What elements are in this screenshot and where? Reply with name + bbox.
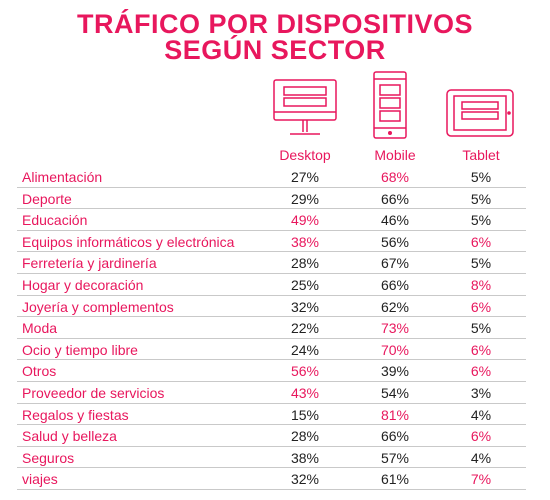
mobile-value: 62% <box>380 298 410 315</box>
sector-label: Deporte <box>22 190 72 207</box>
table-row: Salud y belleza 28% 66% 6% <box>17 425 526 447</box>
sector-label: Proveedor de servicios <box>22 384 165 401</box>
tablet-value: 7% <box>470 471 492 488</box>
table-row: viajes 32% 61% 7% <box>17 468 526 490</box>
sector-label: Seguros <box>22 449 75 466</box>
tablet-value: 6% <box>470 363 492 380</box>
tablet-icon <box>446 89 514 137</box>
column-header-mobile: Mobile <box>374 147 416 163</box>
tablet-value: 4% <box>470 406 492 423</box>
table-row: Moda 22% 73% 5% <box>17 317 526 339</box>
table-row: Ferretería y jardinería 28% 67% 5% <box>17 252 526 274</box>
mobile-value: 57% <box>380 449 410 466</box>
desktop-icon <box>273 79 337 135</box>
table-row: Equipos informáticos y electrónica 38% 56%… <box>17 231 526 253</box>
sector-label: Joyería y complementos <box>22 298 174 315</box>
desktop-value: 29% <box>290 190 320 207</box>
desktop-value: 28% <box>290 255 320 272</box>
desktop-value: 32% <box>290 471 320 488</box>
mobile-value: 46% <box>380 212 410 229</box>
mobile-value: 66% <box>380 428 410 445</box>
column-header-desktop: Desktop <box>279 147 331 163</box>
mobile-value: 39% <box>380 363 410 380</box>
sector-label: Alimentación <box>22 169 103 185</box>
table-row: Otros 56% 39% 6% <box>17 360 526 382</box>
mobile-value: 67% <box>380 255 410 272</box>
desktop-value: 49% <box>290 212 320 229</box>
sector-label: Otros <box>22 363 57 380</box>
tablet-value: 5% <box>470 190 492 207</box>
mobile-value: 70% <box>380 341 410 358</box>
sector-label: Ocio y tiempo libre <box>22 341 138 358</box>
tablet-value: 5% <box>470 320 492 337</box>
sector-label: Hogar y decoración <box>22 276 144 293</box>
sector-label: Educación <box>22 212 88 229</box>
sector-label: Moda <box>22 320 58 337</box>
table-row: Proveedor de servicios 43% 54% 3% <box>17 382 526 404</box>
mobile-value: 68% <box>380 169 410 185</box>
sector-label: Ferretería y jardinería <box>22 255 157 272</box>
sector-label: viajes <box>22 471 58 488</box>
mobile-value: 66% <box>380 276 410 293</box>
tablet-value: 5% <box>470 255 492 272</box>
tablet-value: 6% <box>470 298 492 315</box>
sector-label: Regalos y fiestas <box>22 406 129 423</box>
desktop-value: 22% <box>290 320 320 337</box>
desktop-value: 32% <box>290 298 320 315</box>
sector-label: Salud y belleza <box>22 428 117 445</box>
tablet-value: 5% <box>470 169 492 185</box>
desktop-value: 38% <box>290 449 320 466</box>
mobile-icon <box>373 71 407 139</box>
tablet-value: 3% <box>470 384 492 401</box>
desktop-value: 27% <box>290 169 320 185</box>
desktop-value: 56% <box>290 363 320 380</box>
table-row: Deporte 29% 66% 5% <box>17 188 526 210</box>
desktop-value: 28% <box>290 428 320 445</box>
tablet-value: 8% <box>470 276 492 293</box>
tablet-value: 4% <box>470 449 492 466</box>
table-row: Regalos y fiestas 15% 81% 4% <box>17 404 526 426</box>
desktop-value: 25% <box>290 276 320 293</box>
tablet-value: 6% <box>470 341 492 358</box>
desktop-value: 43% <box>290 384 320 401</box>
tablet-value: 6% <box>470 428 492 445</box>
table-row: Hogar y decoración 25% 66% 8% <box>17 274 526 296</box>
sector-label: Equipos informáticos y electrónica <box>22 233 235 250</box>
mobile-value: 81% <box>380 406 410 423</box>
tablet-value: 6% <box>470 233 492 250</box>
mobile-value: 61% <box>380 471 410 488</box>
data-table: Alimentación 27% 68% 5% Deporte 29% 66% 5% Educa… <box>17 166 526 490</box>
mobile-value: 73% <box>380 320 410 337</box>
title-line-1: TRÁFICO POR DISPOSITIVOS <box>76 9 474 39</box>
desktop-value: 24% <box>290 341 320 358</box>
table-row: Alimentación 27% 68% 5% <box>17 166 526 188</box>
mobile-value: 66% <box>380 190 410 207</box>
desktop-value: 38% <box>290 233 320 250</box>
table-row: Educación 49% 46% 5% <box>17 209 526 231</box>
mobile-value: 54% <box>380 384 410 401</box>
mobile-value: 56% <box>380 233 410 250</box>
desktop-value: 15% <box>290 406 320 423</box>
tablet-value: 5% <box>470 212 492 229</box>
table-row: Ocio y tiempo libre 24% 70% 6% <box>17 339 526 361</box>
column-header-tablet: Tablet <box>462 147 500 163</box>
table-row: Joyería y complementos 32% 62% 6% <box>17 296 526 318</box>
title-line-2: SEGÚN SECTOR <box>164 35 386 65</box>
table-row: Seguros 38% 57% 4% <box>17 447 526 469</box>
